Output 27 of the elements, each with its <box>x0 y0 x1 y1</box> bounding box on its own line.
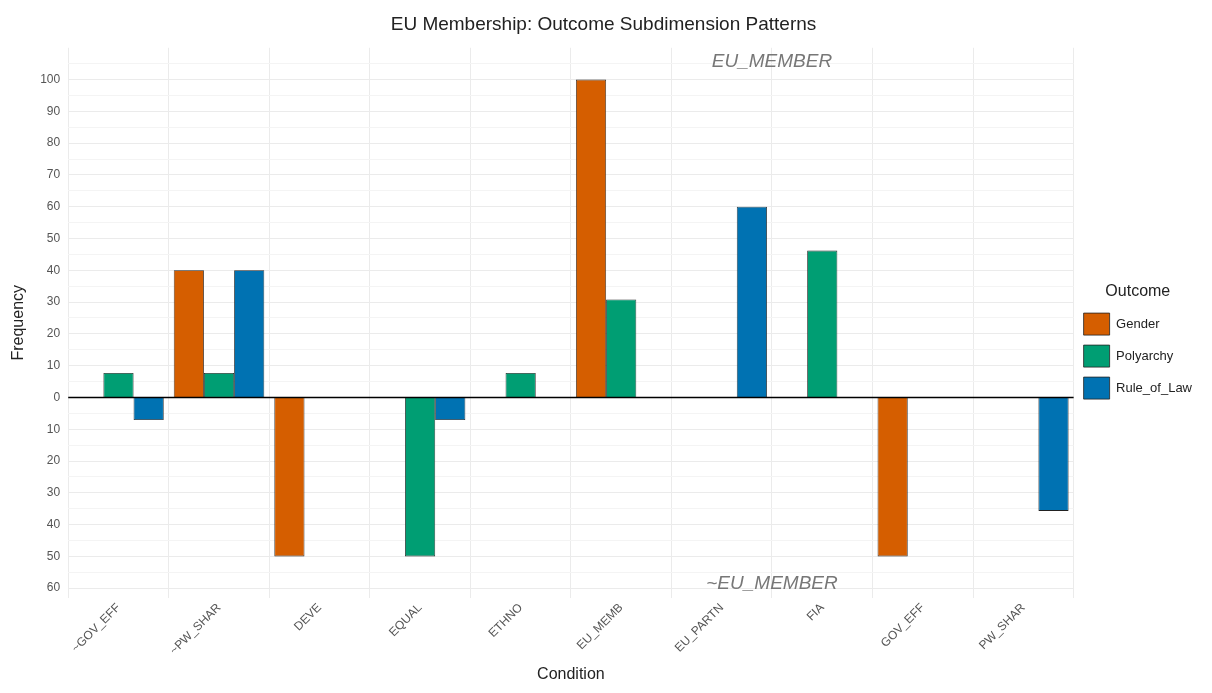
y-tick-label: 80 <box>46 135 61 150</box>
legend-label: Rule_of_Law <box>1116 379 1193 395</box>
y-tick-label: 20 <box>46 453 61 468</box>
y-tick-label: 70 <box>46 167 61 182</box>
y-tick-label: 100 <box>40 71 61 86</box>
y-tick-label: 90 <box>46 103 61 118</box>
y-tick-label: 10 <box>46 421 61 436</box>
y-tick-label: 30 <box>46 485 61 500</box>
y-tick-label: 10 <box>46 357 61 372</box>
y-tick-label: 30 <box>46 294 61 309</box>
legend-title: Outcome <box>1105 282 1171 300</box>
y-axis-title: Frequency <box>9 284 27 361</box>
x-axis-title: Condition <box>537 664 605 682</box>
y-tick-label: 20 <box>46 326 61 341</box>
y-tick-label: 60 <box>46 199 61 214</box>
x-tick-label: FIA <box>803 600 827 624</box>
y-tick-label: 60 <box>46 580 61 595</box>
legend-label: Gender <box>1116 315 1161 331</box>
y-tick-label: 40 <box>46 516 61 531</box>
y-tick-label: 40 <box>46 262 61 277</box>
annotation: EU_MEMBER <box>711 49 833 71</box>
y-tick-label: 50 <box>46 548 61 563</box>
annotation: ~EU_MEMBER <box>706 572 838 594</box>
y-tick-label: 0 <box>53 389 61 404</box>
chart-title: EU Membership: Outcome Subdimension Patterns <box>390 12 817 34</box>
legend-label: Polyarchy <box>1116 347 1174 363</box>
y-tick-label: 50 <box>46 230 61 245</box>
